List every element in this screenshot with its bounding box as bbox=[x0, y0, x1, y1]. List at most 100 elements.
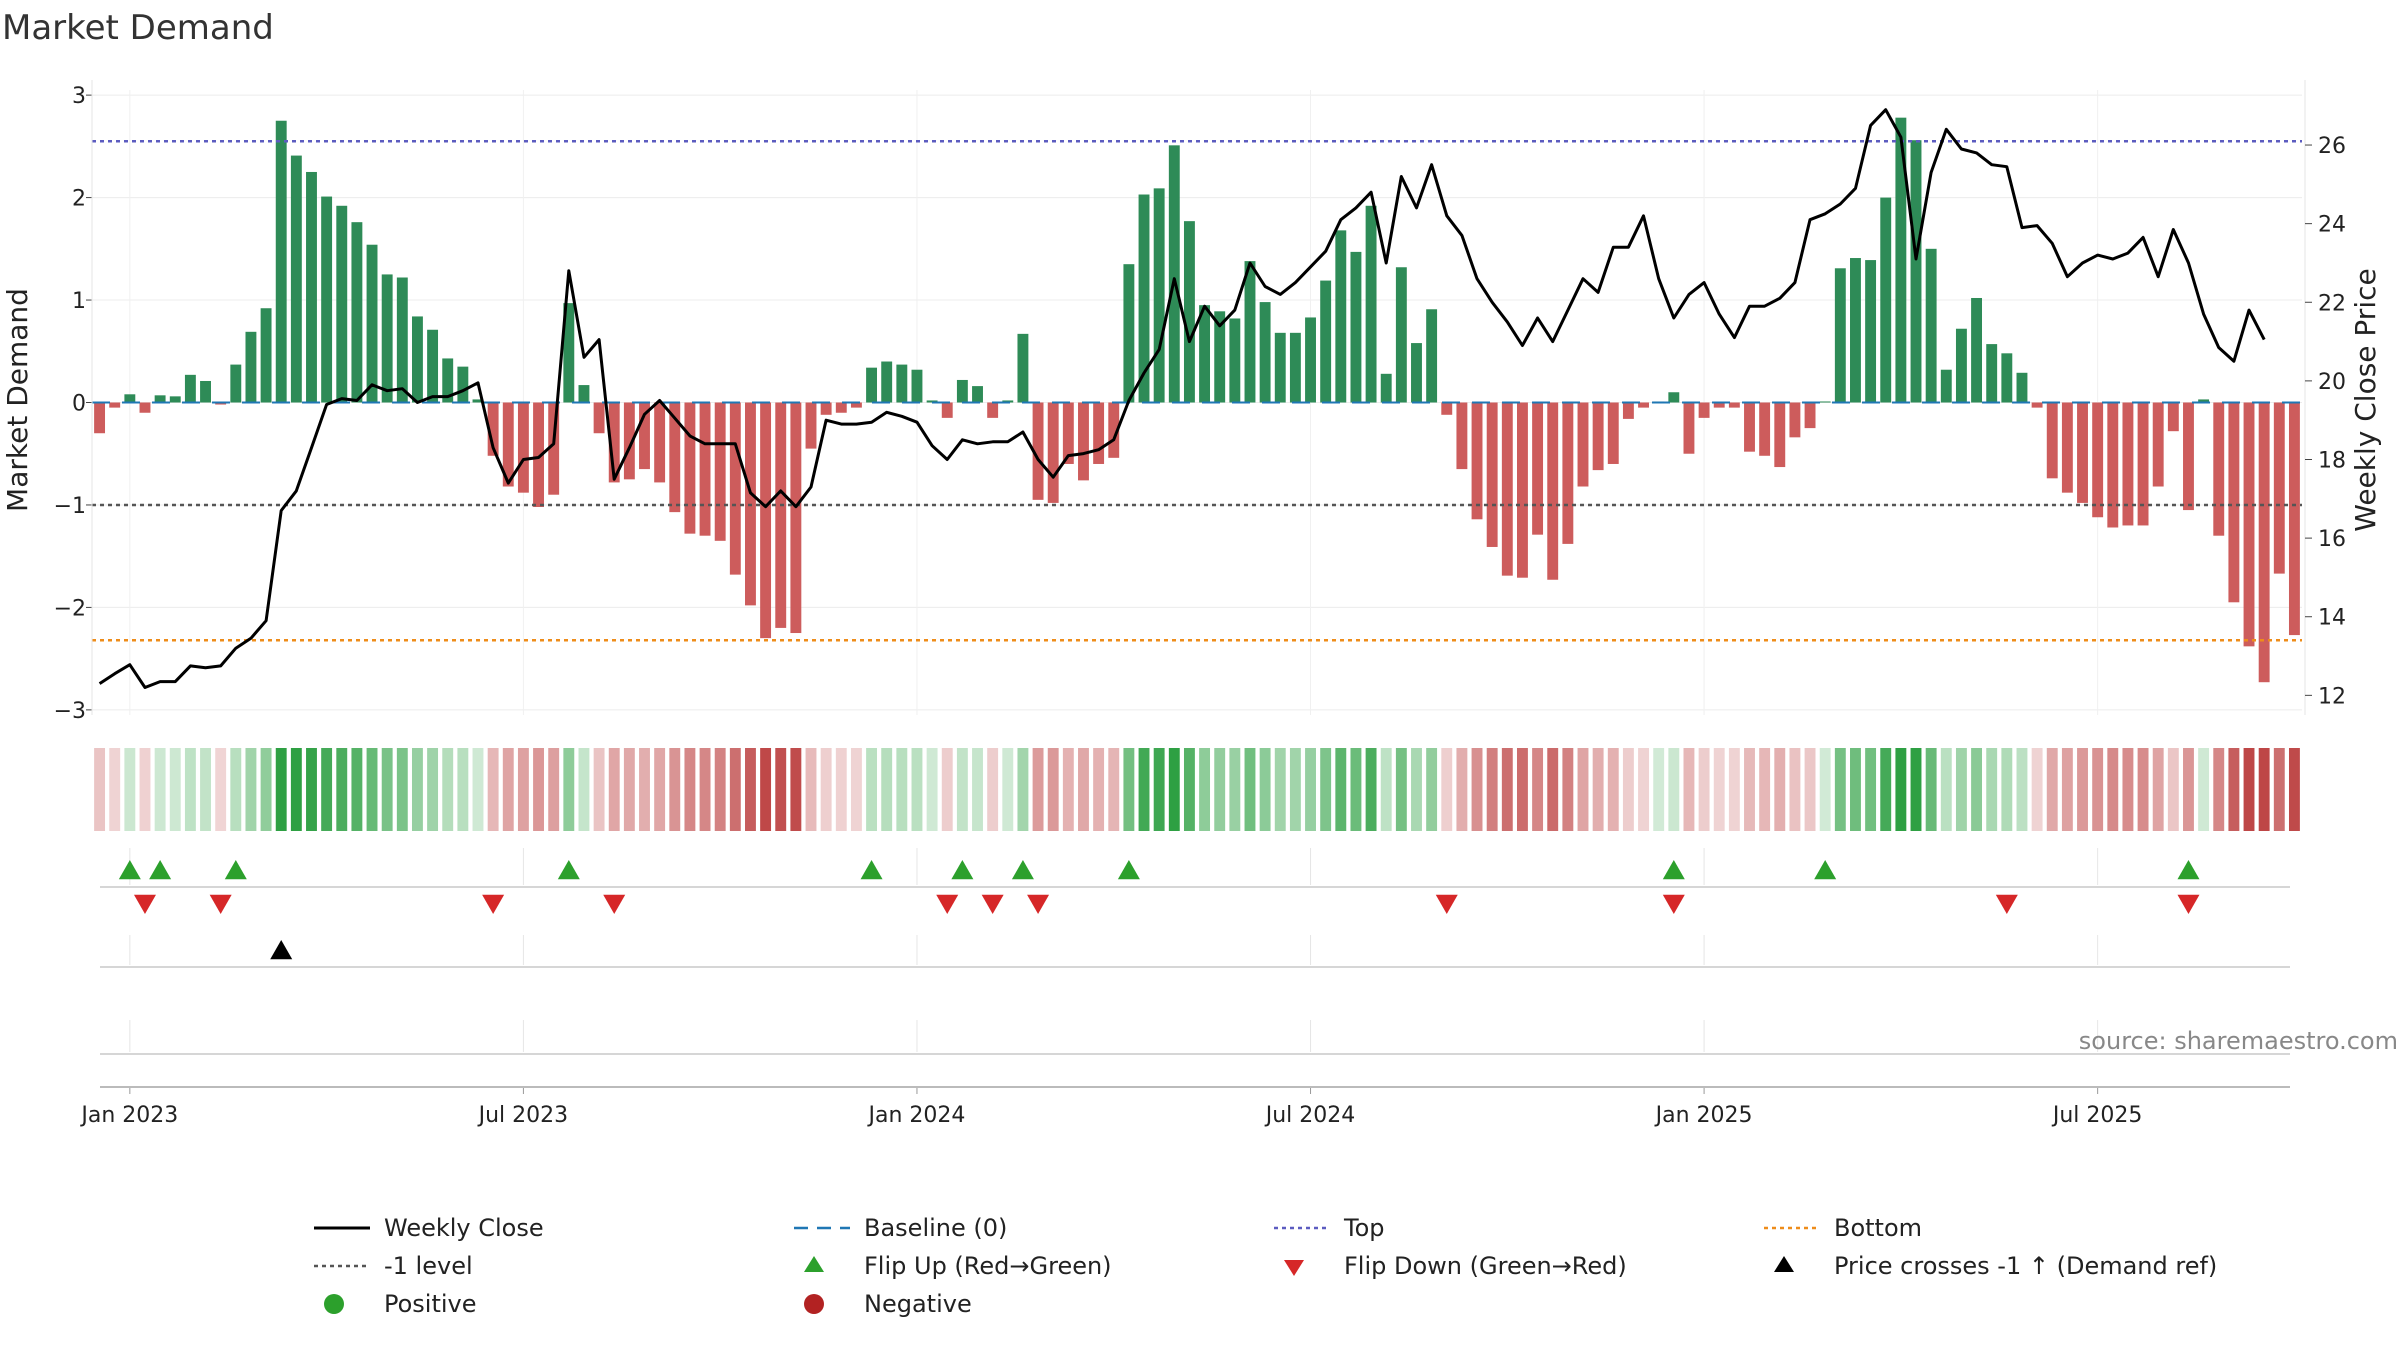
strip-cell bbox=[1668, 748, 1680, 831]
strip-cell bbox=[2046, 748, 2058, 831]
strip-cell bbox=[517, 748, 529, 831]
demand-bar-negative bbox=[1759, 402, 1771, 456]
demand-bar-negative bbox=[760, 402, 772, 639]
strip-cell bbox=[835, 748, 847, 831]
strip-cell bbox=[245, 748, 257, 831]
strip-cell bbox=[1759, 748, 1771, 831]
demand-bar-negative bbox=[517, 402, 529, 493]
demand-bar-negative bbox=[1728, 402, 1740, 408]
y2-axis-label: Weekly Close Price bbox=[2349, 268, 2382, 531]
demand-bar-positive bbox=[321, 196, 333, 403]
strip-cell bbox=[866, 748, 878, 831]
strip-cell bbox=[1168, 748, 1180, 831]
flip-up-marker bbox=[1117, 860, 1140, 880]
strip-cell bbox=[684, 748, 696, 831]
strip-cell bbox=[896, 748, 908, 831]
strip-cell bbox=[623, 748, 635, 831]
y2-tick-label: 20 bbox=[2318, 370, 2346, 395]
strip-cell bbox=[124, 748, 136, 831]
strip-cell bbox=[1638, 748, 1649, 831]
demand-bar-negative bbox=[1622, 402, 1634, 419]
strip-cell bbox=[2213, 748, 2225, 831]
demand-bar-negative bbox=[94, 402, 106, 434]
demand-bar-negative bbox=[820, 402, 832, 415]
demand-bar-negative bbox=[729, 402, 741, 575]
strip-cell bbox=[1365, 748, 1377, 831]
flip-up-marker bbox=[149, 860, 172, 880]
demand-bar-positive bbox=[1335, 230, 1347, 403]
strip-cell bbox=[1804, 748, 1816, 831]
legend-swatch bbox=[1284, 1260, 1304, 1276]
demand-bar-positive bbox=[1955, 328, 1967, 403]
legend-label: Flip Up (Red→Green) bbox=[864, 1252, 1112, 1280]
flip-up-marker bbox=[224, 860, 247, 880]
demand-bar-positive bbox=[245, 331, 257, 403]
y-tick-label: −2 bbox=[54, 596, 86, 621]
demand-bar-negative bbox=[1486, 402, 1498, 547]
demand-bar-positive bbox=[1274, 332, 1286, 403]
strip-cell bbox=[790, 748, 802, 831]
legend-label: Positive bbox=[384, 1290, 477, 1318]
demand-bar-positive bbox=[1350, 251, 1362, 403]
strip-cell bbox=[2061, 748, 2073, 831]
strip-cell bbox=[608, 748, 620, 831]
strip-cell bbox=[351, 748, 363, 831]
strip-cell bbox=[2092, 748, 2104, 831]
flip-down-marker bbox=[1435, 894, 1458, 914]
strip-cell bbox=[1395, 748, 1407, 831]
demand-bar-negative bbox=[2183, 402, 2194, 511]
demand-bar-negative bbox=[1532, 402, 1544, 535]
strip-cell bbox=[1955, 748, 1967, 831]
strip-cell bbox=[593, 748, 605, 831]
strip-cell bbox=[502, 748, 514, 831]
strip-cell bbox=[306, 748, 317, 831]
legend-label: Negative bbox=[864, 1290, 972, 1318]
demand-bar-positive bbox=[1017, 333, 1029, 403]
legend-swatch bbox=[314, 1226, 370, 1230]
demand-bar-negative bbox=[2031, 402, 2043, 408]
demand-bar-negative bbox=[2152, 402, 2164, 487]
strip-cell bbox=[1017, 748, 1029, 831]
demand-bar-positive bbox=[563, 303, 575, 403]
source-text: source: sharemaestro.com bbox=[2079, 1027, 2398, 1055]
demand-bar-positive bbox=[411, 316, 423, 403]
strip-cell bbox=[2122, 748, 2134, 831]
demand-bar-negative bbox=[109, 402, 121, 408]
demand-bar-positive bbox=[1138, 194, 1150, 403]
demand-bar-positive bbox=[1395, 267, 1407, 403]
demand-bar-positive bbox=[200, 380, 211, 403]
strip-cell bbox=[1047, 748, 1059, 831]
legend-label: Bottom bbox=[1834, 1214, 1923, 1242]
flip-down-marker bbox=[133, 894, 156, 914]
demand-bar-positive bbox=[2001, 353, 2013, 403]
strip-cell bbox=[714, 748, 726, 831]
flip-down-marker bbox=[1662, 894, 1685, 914]
demand-bar-positive bbox=[442, 358, 454, 403]
strip-cell bbox=[321, 748, 333, 831]
strip-cell bbox=[1350, 748, 1362, 831]
demand-bar-positive bbox=[1895, 117, 1907, 403]
strip-cell bbox=[2243, 748, 2255, 831]
strip-cell bbox=[1607, 748, 1619, 831]
demand-bar-positive bbox=[1168, 145, 1180, 403]
strip-cell bbox=[1592, 748, 1604, 831]
demand-bar-negative bbox=[1516, 402, 1528, 578]
legend-label: Flip Down (Green→Red) bbox=[1344, 1252, 1627, 1280]
y2-tick-label: 14 bbox=[2318, 606, 2346, 631]
reference-lines bbox=[92, 139, 2302, 642]
strip-cell bbox=[290, 748, 302, 831]
demand-bar-positive bbox=[1925, 248, 1937, 403]
demand-bar-positive bbox=[956, 379, 968, 403]
demand-bar-positive bbox=[1289, 332, 1301, 403]
strip-cell bbox=[2273, 748, 2285, 831]
demand-bar-positive bbox=[1214, 311, 1226, 403]
demand-bar-positive bbox=[1819, 401, 1831, 403]
flip-up-marker bbox=[2177, 860, 2200, 880]
strip-cell bbox=[2137, 748, 2149, 831]
strip-cell bbox=[139, 748, 151, 831]
demand-bar-positive bbox=[1199, 305, 1211, 403]
strip-cell bbox=[1940, 748, 1952, 831]
strip-cell bbox=[578, 748, 590, 831]
strip-cell bbox=[850, 748, 862, 831]
flip-up-marker bbox=[860, 860, 883, 880]
